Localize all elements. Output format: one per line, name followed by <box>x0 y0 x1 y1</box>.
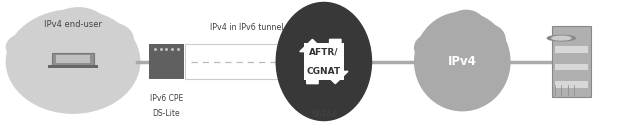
Ellipse shape <box>6 34 46 61</box>
Ellipse shape <box>415 12 510 111</box>
Bar <box>56 55 90 63</box>
FancyArrow shape <box>323 39 348 84</box>
Bar <box>48 65 98 68</box>
Ellipse shape <box>50 8 107 45</box>
Bar <box>304 43 344 80</box>
Bar <box>555 46 588 53</box>
Text: NAT44: NAT44 <box>311 110 337 119</box>
Circle shape <box>552 36 571 40</box>
Text: AFTR/: AFTR/ <box>309 47 338 56</box>
FancyArrow shape <box>300 39 325 84</box>
Ellipse shape <box>415 35 443 61</box>
Ellipse shape <box>6 10 140 113</box>
Text: CGNAT: CGNAT <box>307 67 341 76</box>
Ellipse shape <box>22 18 73 51</box>
Bar <box>149 44 184 79</box>
Ellipse shape <box>276 2 371 121</box>
Text: IPv4 in IPv6 tunnel: IPv4 in IPv6 tunnel <box>210 23 283 32</box>
Text: IPv4: IPv4 <box>448 55 477 68</box>
Ellipse shape <box>446 10 486 46</box>
Text: DS-Lite: DS-Lite <box>152 109 180 118</box>
Text: IPv4 end-user: IPv4 end-user <box>44 20 102 29</box>
Ellipse shape <box>90 23 133 54</box>
Bar <box>555 81 588 88</box>
Bar <box>555 64 588 70</box>
Bar <box>185 44 308 79</box>
Circle shape <box>547 35 575 41</box>
Text: IPv6 CPE: IPv6 CPE <box>150 94 183 103</box>
Bar <box>552 26 591 97</box>
Ellipse shape <box>426 20 462 52</box>
Bar <box>52 53 94 65</box>
Ellipse shape <box>474 25 505 55</box>
